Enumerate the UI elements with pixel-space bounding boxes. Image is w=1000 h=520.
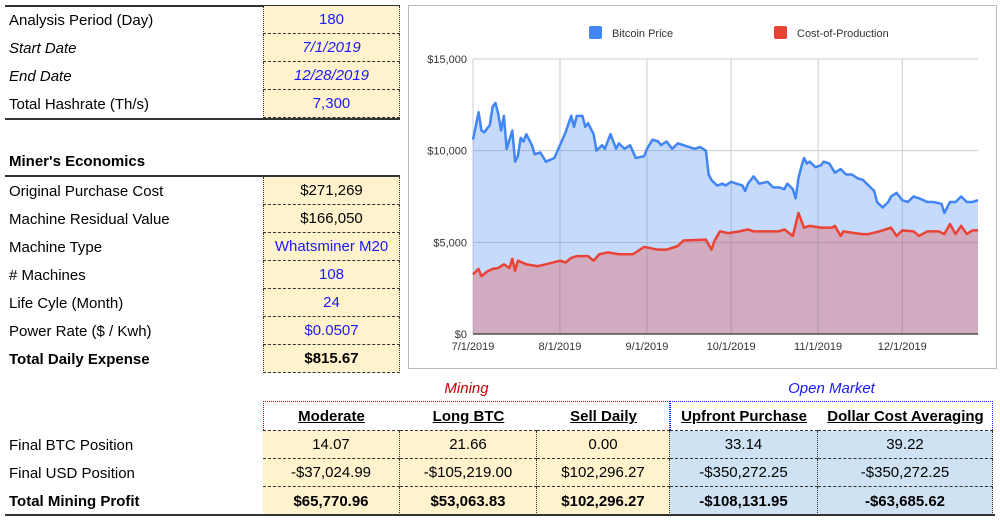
input-value[interactable]: 12/28/2019 — [263, 62, 400, 90]
input-label: Total Hashrate (Th/s) — [9, 95, 150, 113]
result-cell: 21.66 — [400, 431, 537, 459]
x-tick-label: 7/1/2019 — [452, 341, 495, 353]
economics-row: # Machines 108 — [5, 261, 400, 289]
chart-container: $0 $5,000 $10,000 $15,000 7/1/2019 8/1/2019 9/… — [408, 5, 997, 369]
x-tick-label: 8/1/2019 — [539, 341, 582, 353]
economics-label: Power Rate ($ / Kwh) — [9, 322, 152, 340]
result-row-label: Final BTC Position — [9, 436, 134, 454]
input-row: End Date 12/28/2019 — [5, 62, 400, 90]
economics-row: Life Cyle (Month) 24 — [5, 289, 400, 317]
economics-value[interactable]: $0.0507 — [263, 317, 400, 345]
y-tick-label: $15,000 — [427, 54, 467, 66]
result-cell: -$105,219.00 — [400, 459, 537, 487]
column-header: Upfront Purchase — [670, 403, 818, 431]
legend-label: Cost-of-Production — [797, 28, 889, 40]
series-area-cost — [473, 213, 978, 334]
x-tick-label: 12/1/2019 — [878, 341, 927, 353]
y-tick-label: $0 — [455, 329, 467, 341]
x-tick-label: 10/1/2019 — [707, 341, 756, 353]
input-row: Analysis Period (Day) 180 — [5, 6, 400, 34]
result-cell: -$350,272.25 — [818, 459, 993, 487]
economics-row: Machine Residual Value $166,050 — [5, 205, 400, 233]
result-cell: $102,296.27 — [537, 459, 670, 487]
economics-label: Machine Residual Value — [9, 210, 170, 228]
group-label-open-market: Open Market — [788, 380, 875, 397]
legend-swatch — [774, 26, 787, 39]
result-cell: 39.22 — [818, 431, 993, 459]
series-line-cost — [472, 211, 978, 278]
input-label: Start Date — [9, 39, 77, 57]
economics-row: Original Purchase Cost $271,269 — [5, 177, 400, 205]
top-border — [5, 5, 400, 7]
economics-value[interactable]: 108 — [263, 261, 400, 289]
economics-label: Total Daily Expense — [9, 350, 150, 368]
economics-value[interactable]: Whatsminer M20 — [263, 233, 400, 261]
column-header: Sell Daily — [537, 403, 670, 431]
y-tick-label: $10,000 — [427, 146, 467, 158]
result-row-label: Total Mining Profit — [9, 492, 140, 510]
input-row: Start Date 7/1/2019 — [5, 34, 400, 62]
series-area-price — [473, 103, 978, 334]
economics-label: Life Cyle (Month) — [9, 294, 124, 312]
x-tick-label: 11/1/2019 — [794, 341, 842, 353]
result-cell: 14.07 — [263, 431, 400, 459]
result-cell: $102,296.27 — [537, 487, 670, 515]
economics-value: $166,050 — [263, 205, 400, 233]
economics-label: # Machines — [9, 266, 86, 284]
group-label-mining: Mining — [444, 380, 489, 397]
result-cell: -$37,024.99 — [263, 459, 400, 487]
result-cell: 0.00 — [537, 431, 670, 459]
result-cell: 33.14 — [670, 431, 818, 459]
x-tick-label: 9/1/2019 — [626, 341, 669, 353]
legend-swatch — [589, 26, 602, 39]
economics-label: Original Purchase Cost — [9, 182, 164, 200]
price-vs-cost-chart: $0 $5,000 $10,000 $15,000 7/1/2019 8/1/2019 9/… — [427, 26, 979, 353]
input-label: Analysis Period (Day) — [9, 11, 154, 29]
economics-label: Machine Type — [9, 238, 103, 256]
result-cell: -$63,685.62 — [818, 487, 993, 515]
column-header: Dollar Cost Averaging — [818, 403, 993, 431]
section-title-miners-economics: Miner's Economics — [9, 153, 146, 170]
inputs-bottom-border — [5, 118, 400, 120]
economics-row: Power Rate ($ / Kwh) $0.0507 — [5, 317, 400, 345]
economics-value[interactable]: 24 — [263, 289, 400, 317]
y-tick-label: $5,000 — [433, 237, 467, 249]
economics-top-border — [5, 175, 400, 177]
result-row-label: Final USD Position — [9, 464, 135, 482]
input-label: End Date — [9, 67, 72, 85]
economics-value: $815.67 — [263, 345, 400, 373]
column-header: Moderate — [263, 403, 400, 431]
series-line-price — [471, 101, 979, 215]
results-bottom-border — [5, 514, 995, 516]
result-cell: -$108,131.95 — [670, 487, 818, 515]
economics-row: Total Daily Expense $815.67 — [5, 345, 400, 373]
column-header: Long BTC — [400, 403, 537, 431]
input-value[interactable]: 7/1/2019 — [263, 34, 400, 62]
input-value[interactable]: 7,300 — [263, 90, 400, 118]
legend-label: Bitcoin Price — [612, 28, 673, 40]
result-cell: $53,063.83 — [400, 487, 537, 515]
economics-row: Machine Type Whatsminer M20 — [5, 233, 400, 261]
input-row: Total Hashrate (Th/s) 7,300 — [5, 90, 400, 118]
input-value[interactable]: 180 — [263, 6, 400, 34]
result-cell: -$350,272.25 — [670, 459, 818, 487]
result-cell: $65,770.96 — [263, 487, 400, 515]
economics-value: $271,269 — [263, 177, 400, 205]
